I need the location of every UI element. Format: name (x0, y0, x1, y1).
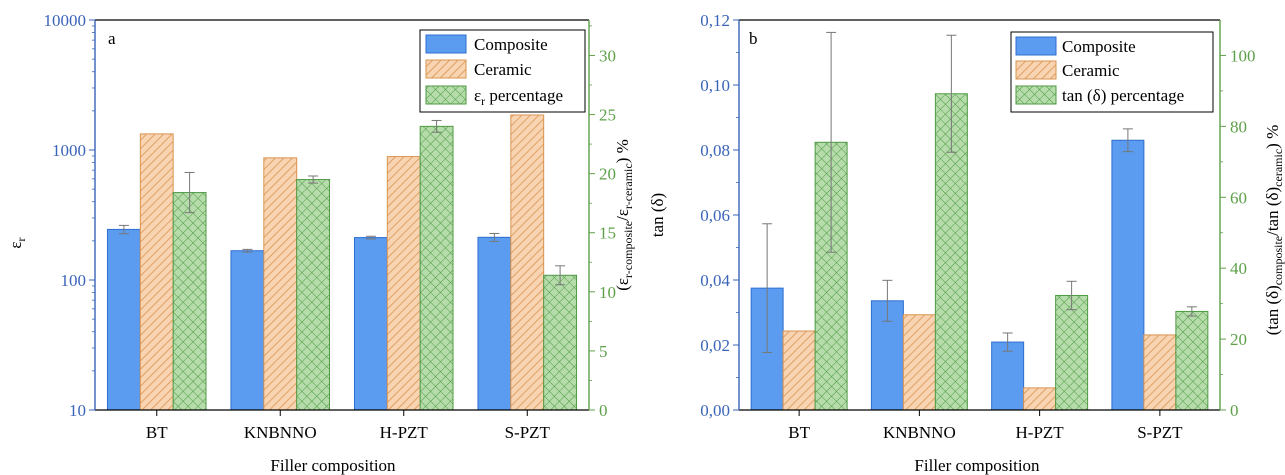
panel-a-y-tick-label-0: 10 (69, 401, 86, 420)
panel-a-legend-ceramic: Ceramic (474, 60, 532, 79)
panel-b-legend-composite: Composite (1062, 37, 1136, 56)
panel-a-legend-swatch-composite (425, 34, 467, 54)
panel-a-y-tick-label-2: 1000 (52, 141, 86, 160)
panel-a-errorbar-percentage-h-pzt (431, 119, 442, 133)
panel-a-y2-tick-label-3: 15 (599, 224, 616, 243)
panel-a-bar-percentage-h-pzt (419, 125, 454, 411)
panel-b-label: b (749, 29, 758, 48)
panel-a-bar-percentage-bt (172, 192, 207, 411)
panel-a-x-tick-label-s-pzt: S-PZT (505, 423, 551, 442)
panel-a-legend-composite: Composite (474, 35, 548, 54)
panel-a-legend-swatch-ceramic (425, 59, 467, 79)
panel-a-bar-composite-s-pzt (477, 236, 512, 411)
panel-a-label: a (108, 29, 116, 48)
panel-a-y-axis-title: εr (6, 237, 28, 248)
panel-a-y2-axis-title: (εr-composite/εr-ceramic) % (613, 139, 635, 291)
panel-b-y-tick-label-5: 0,10 (700, 76, 730, 95)
panel-a-bar-composite-bt (106, 228, 141, 411)
chart-panel-a: BT KNBNNO H-PZT S-PZT 10 100 1000 10000 0 5 10 15 20… (6, 11, 635, 475)
panel-b-plot: BT KNBNNO H-PZT S-PZT 0,00 0,02 0,04 0,06 0,08 0,… (700, 11, 1255, 442)
panel-b-bar-percentage-s-pzt (1175, 310, 1209, 411)
panel-a-bar-ceramic-s-pzt (510, 114, 545, 411)
panel-b-errorbar-composite-bt (762, 223, 773, 353)
panel-b-y2-tick-label-3: 60 (1230, 188, 1247, 207)
panel-a-bar-ceramic-bt (139, 133, 174, 411)
panel-b-bar-composite-s-pzt (1111, 139, 1145, 411)
panel-b-y-tick-label-4: 0,08 (700, 141, 730, 160)
panel-a-y2-tick-label-5: 25 (599, 106, 616, 125)
panel-a-bar-ceramic-knbnno (263, 157, 298, 411)
panel-b-legend: Composite Ceramic tan (δ) percentage (1010, 31, 1214, 113)
panel-b-legend-percentage: tan (δ) percentage (1062, 86, 1184, 105)
panel-b-y2-tick-label-1: 20 (1230, 330, 1247, 349)
panel-b-y-tick-label-0: 0,00 (700, 401, 730, 420)
panel-a-legend: Composite Ceramic εr percentage (419, 29, 586, 113)
panel-a-errorbar-composite-bt (118, 224, 129, 235)
panel-a-plot: BT KNBNNO H-PZT S-PZT 10 100 1000 10000 0 5 10 15 20… (44, 11, 617, 442)
panel-b-errorbar-percentage-knbnno (946, 34, 957, 153)
panel-b-legend-ceramic: Ceramic (1062, 61, 1120, 80)
panel-a-x-tick-label-knbnno: KNBNNO (244, 423, 317, 442)
panel-a-legend-percentage: εr percentage (474, 86, 563, 108)
panel-b-bar-ceramic-s-pzt (1143, 334, 1177, 411)
chart-panel-b: BT KNBNNO H-PZT S-PZT 0,00 0,02 0,04 0,06 0,08 0,… (648, 11, 1285, 475)
panel-b-errorbar-percentage-bt (826, 31, 837, 253)
panel-a-bar-composite-knbnno (230, 250, 265, 411)
panel-b-y-tick-label-6: 0,12 (700, 11, 730, 30)
panel-a-errorbar-composite-h-pzt (365, 235, 376, 240)
panel-b-errorbar-percentage-h-pzt (1066, 280, 1077, 311)
panel-a-x-tick-label-bt: BT (146, 423, 168, 442)
panel-b-x-tick-label-knbnno: KNBNNO (883, 423, 956, 442)
panel-b-y2-tick-label-5: 100 (1230, 46, 1256, 65)
panel-a-y2-tick-label-4: 20 (599, 165, 616, 184)
panel-b-legend-swatch-composite (1015, 36, 1057, 56)
panel-b-errorbar-composite-knbnno (882, 279, 893, 322)
panel-b-x-tick-label-s-pzt: S-PZT (1137, 423, 1183, 442)
panel-b-y2-axis-title: (tan (δ)composite/tan (δ)ceramic) % (1263, 125, 1285, 335)
panel-b-y2-tick-label-4: 80 (1230, 117, 1247, 136)
panel-a-errorbar-percentage-knbnno (308, 175, 319, 184)
panel-a-bar-composite-h-pzt (353, 237, 388, 411)
panel-b-bar-ceramic-knbnno (902, 314, 936, 411)
panel-b-y-tick-label-1: 0,02 (700, 336, 730, 355)
panel-b-bar-ceramic-bt (782, 330, 816, 411)
panel-b-bar-percentage-h-pzt (1055, 294, 1089, 411)
panel-a-legend-swatch-percentage (425, 85, 467, 105)
panel-a-errorbar-composite-s-pzt (489, 232, 500, 242)
panel-b-legend-swatch-percentage (1015, 85, 1057, 105)
panel-a-y2-tick-label-2: 10 (599, 283, 616, 302)
panel-a-y2-tick-label-1: 5 (599, 342, 608, 361)
panel-b-errorbar-composite-h-pzt (1002, 332, 1013, 352)
panel-a-x-axis-title: Filler composition (270, 456, 396, 475)
panel-a-errorbar-composite-knbnno (242, 248, 253, 253)
panel-b-errorbar-composite-s-pzt (1122, 128, 1133, 153)
panel-b-bar-ceramic-h-pzt (1023, 387, 1057, 411)
panel-a-errorbar-percentage-bt (184, 171, 195, 214)
panel-b-bar-composite-h-pzt (991, 341, 1025, 411)
panel-b-errorbar-percentage-s-pzt (1186, 306, 1197, 317)
panel-a-x-tick-label-h-pzt: H-PZT (380, 423, 429, 442)
panel-b-y-axis-title: tan (δ) (648, 193, 667, 237)
panel-a-y-tick-label-1: 100 (61, 271, 87, 290)
panel-b-y-tick-label-2: 0,04 (700, 271, 730, 290)
panel-a-y2-tick-label-6: 30 (599, 46, 616, 65)
panel-a-bar-percentage-s-pzt (543, 274, 578, 411)
panel-b-x-axis-title: Filler composition (914, 456, 1040, 475)
panel-a-y-tick-label-3: 10000 (44, 11, 87, 30)
panel-b-legend-swatch-ceramic (1015, 60, 1057, 80)
panel-b-y2-tick-label-0: 0 (1230, 401, 1239, 420)
panel-a-bar-percentage-knbnno (296, 179, 331, 411)
panel-b-x-tick-label-bt: BT (788, 423, 810, 442)
panel-a-errorbar-percentage-s-pzt (555, 265, 566, 286)
panel-a-bar-ceramic-h-pzt (386, 156, 421, 411)
panel-a-y2-tick-label-0: 0 (599, 401, 608, 420)
panel-b-y2-tick-label-2: 40 (1230, 259, 1247, 278)
panel-b-y-tick-label-3: 0,06 (700, 206, 730, 225)
panel-b-x-tick-label-h-pzt: H-PZT (1016, 423, 1065, 442)
